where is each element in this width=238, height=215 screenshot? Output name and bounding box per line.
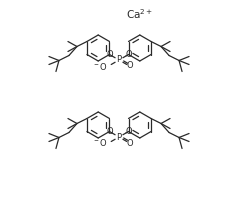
Text: P: P	[116, 132, 122, 141]
Text: O: O	[126, 138, 133, 147]
Text: $^-$O: $^-$O	[92, 138, 108, 149]
Text: O: O	[106, 50, 113, 59]
Text: O: O	[125, 50, 132, 59]
Text: P: P	[116, 55, 122, 64]
Text: O: O	[126, 61, 133, 71]
Text: O: O	[125, 127, 132, 136]
Text: O: O	[106, 127, 113, 136]
Text: Ca$^{2+}$: Ca$^{2+}$	[126, 7, 154, 21]
Text: $^-$O: $^-$O	[92, 60, 108, 72]
